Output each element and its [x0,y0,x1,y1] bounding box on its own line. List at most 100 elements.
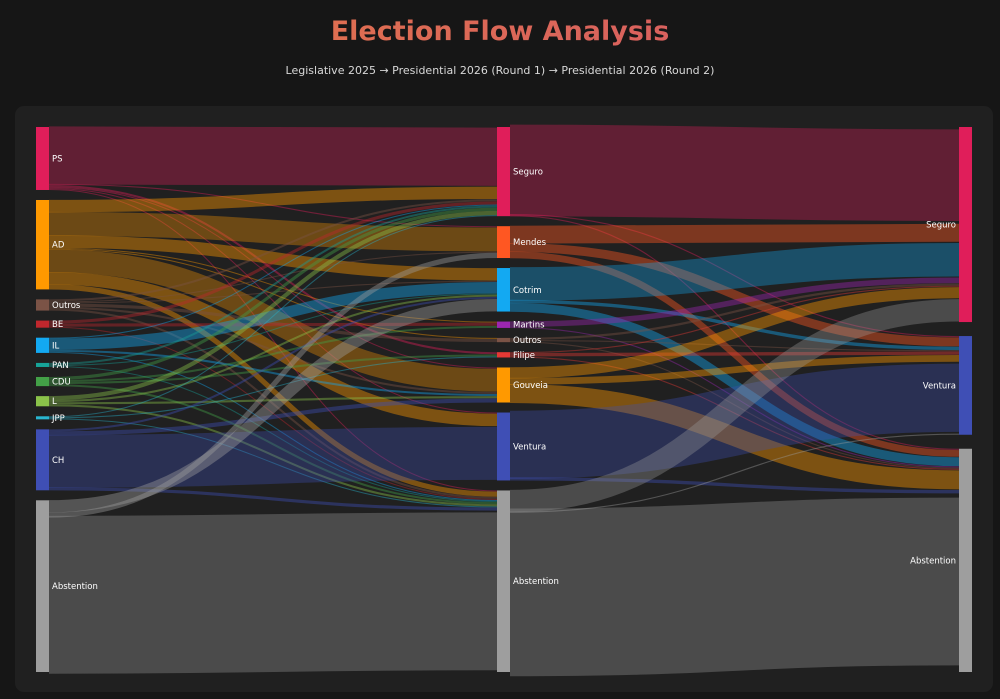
flow-link-ps_l-men_1[interactable] [48,183,498,228]
flow-link-ven_1-abs_2[interactable] [509,477,960,494]
flow-link-ch_l-abs_1[interactable] [48,487,498,511]
chart-subtitle: Legislative 2025 → Presidential 2026 (Ro… [285,64,715,77]
flow-link-men_1-seg_2[interactable] [509,223,960,244]
flow-link-seg_1-ven_2[interactable] [509,214,960,338]
flow-link-abs_1-abs_2[interactable] [509,497,960,677]
flow-link-pan_l-seg_1[interactable] [48,205,498,365]
flow-link-ad_l-mar_1[interactable] [48,247,498,323]
flow-link-il_l-gou_1[interactable] [48,349,498,397]
flow-link-ps_l-ven_1[interactable] [48,187,498,414]
node-label-abs_2: Abstention [910,556,956,566]
flow-link-ch_l-cot_1[interactable] [48,296,498,432]
flow-link-il_l-seg_1[interactable] [48,204,498,339]
flow-link-ad_l-abs_1[interactable] [48,284,498,497]
node-label-lv_l: L [52,397,57,407]
flow-link-out_1-abs_2[interactable] [509,341,960,469]
flow-link-cot_1-ven_2[interactable] [509,299,960,351]
node-ch_l[interactable] [36,429,49,491]
flow-link-ch_l-gou_1[interactable] [48,398,498,436]
node-out_1[interactable] [497,337,510,343]
flow-link-ps_l-fil_1[interactable] [48,184,498,355]
node-ven_2[interactable] [959,336,972,435]
flow-link-lv_l-seg_1[interactable] [48,210,498,401]
flow-link-jpp_l-fil_1[interactable] [48,356,498,419]
node-abs_2[interactable] [959,448,972,672]
flow-link-cdu_l-mar_1[interactable] [48,325,498,383]
node-seg_1[interactable] [497,127,510,217]
flow-link-il_l-cot_1[interactable] [48,281,498,351]
flow-link-out_l-gou_1[interactable] [48,306,498,394]
node-seg_2[interactable] [959,127,972,323]
flow-link-lv_l-gou_1[interactable] [48,396,498,405]
flow-link-cot_1-seg_2[interactable] [509,243,960,301]
flow-link-seg_1-abs_2[interactable] [509,215,960,450]
flow-link-abs_1-ven_2[interactable] [509,433,960,513]
flow-link-out_l-out_1[interactable] [48,303,498,343]
node-mar_1[interactable] [497,321,510,328]
flow-link-fil_1-seg_2[interactable] [509,285,960,354]
flow-link-mar_1-seg_2[interactable] [509,277,960,328]
flow-link-out_1-ven_2[interactable] [509,340,960,352]
node-cdu_l[interactable] [36,376,49,387]
flow-link-abs_l-cot_1[interactable] [48,298,498,513]
node-be_l[interactable] [36,320,49,328]
flow-link-ad_l-ven_1[interactable] [48,271,498,427]
flow-link-mar_1-abs_2[interactable] [509,326,960,468]
node-ad_l[interactable] [36,199,49,290]
flow-link-lv_l-cot_1[interactable] [48,294,498,403]
flow-link-ad_l-seg_1[interactable] [48,186,498,213]
node-lv_l[interactable] [36,396,49,407]
flow-link-cdu_l-seg_1[interactable] [48,207,498,381]
flow-link-ad_l-cot_1[interactable] [48,235,498,281]
node-ps_l[interactable] [36,127,49,190]
flow-link-cdu_l-abs_1[interactable] [48,384,498,505]
flow-link-be_l-mar_1[interactable] [48,322,498,327]
flow-link-be_l-seg_1[interactable] [48,201,498,324]
flow-link-gou_1-seg_2[interactable] [509,287,960,379]
flow-link-ad_l-men_1[interactable] [48,211,498,252]
flow-link-be_l-abs_1[interactable] [48,326,498,501]
flow-link-pan_l-abs_1[interactable] [48,365,498,503]
flow-link-ps_l-gou_1[interactable] [48,186,498,369]
flow-link-cdu_l-fil_1[interactable] [48,354,498,385]
flow-link-fil_1-ven_2[interactable] [509,351,960,357]
node-gou_1[interactable] [497,367,510,403]
node-il_l[interactable] [36,337,49,353]
flow-link-out_l-seg_1[interactable] [48,199,498,302]
flow-link-gou_1-abs_2[interactable] [509,383,960,490]
flow-link-abs_l-men_1[interactable] [48,252,498,518]
node-ven_1[interactable] [497,412,510,481]
flow-link-ad_l-out_1[interactable] [48,248,498,339]
flow-link-abs_l-abs_1[interactable] [48,512,498,674]
flow-link-ch_l-ven_1[interactable] [48,426,498,488]
flow-link-ps_l-abs_1[interactable] [48,188,498,492]
flow-link-gou_1-ven_2[interactable] [509,355,960,385]
node-men_1[interactable] [497,226,510,259]
flow-link-abs_1-seg_2[interactable] [509,299,960,513]
flow-link-out_l-abs_1[interactable] [48,308,498,499]
flow-link-fil_1-abs_2[interactable] [509,356,960,470]
flow-link-out_1-seg_2[interactable] [509,283,960,341]
node-abs_1[interactable] [497,490,510,672]
flow-link-men_1-abs_2[interactable] [509,251,960,457]
node-cot_1[interactable] [497,268,510,312]
flow-link-jpp_l-abs_1[interactable] [48,418,498,508]
flow-link-ps_l-seg_1[interactable] [48,126,498,186]
node-fil_1[interactable] [497,352,510,358]
node-jpp_l[interactable] [36,416,49,420]
node-abs_l[interactable] [36,500,49,672]
flow-link-lv_l-abs_1[interactable] [48,404,498,507]
flow-link-cot_1-abs_2[interactable] [509,302,960,467]
nodes-layer: PS AD Outros BE IL PAN CDU L JPP CH Abstention Segu… [36,127,972,672]
node-pan_l[interactable] [36,362,49,367]
flow-link-out_l-cot_1[interactable] [48,280,498,304]
flow-link-out_l-men_1[interactable] [48,251,498,303]
flow-link-seg_1-seg_2[interactable] [509,124,960,222]
flow-link-ven_1-ven_2[interactable] [509,363,960,480]
flow-link-men_1-ven_2[interactable] [509,242,960,347]
flow-link-ad_l-gou_1[interactable] [48,249,498,392]
flow-link-pan_l-cot_1[interactable] [48,293,498,366]
flow-link-jpp_l-seg_1[interactable] [48,215,498,418]
flow-link-il_l-abs_1[interactable] [48,351,498,502]
node-out_l[interactable] [36,299,49,311]
